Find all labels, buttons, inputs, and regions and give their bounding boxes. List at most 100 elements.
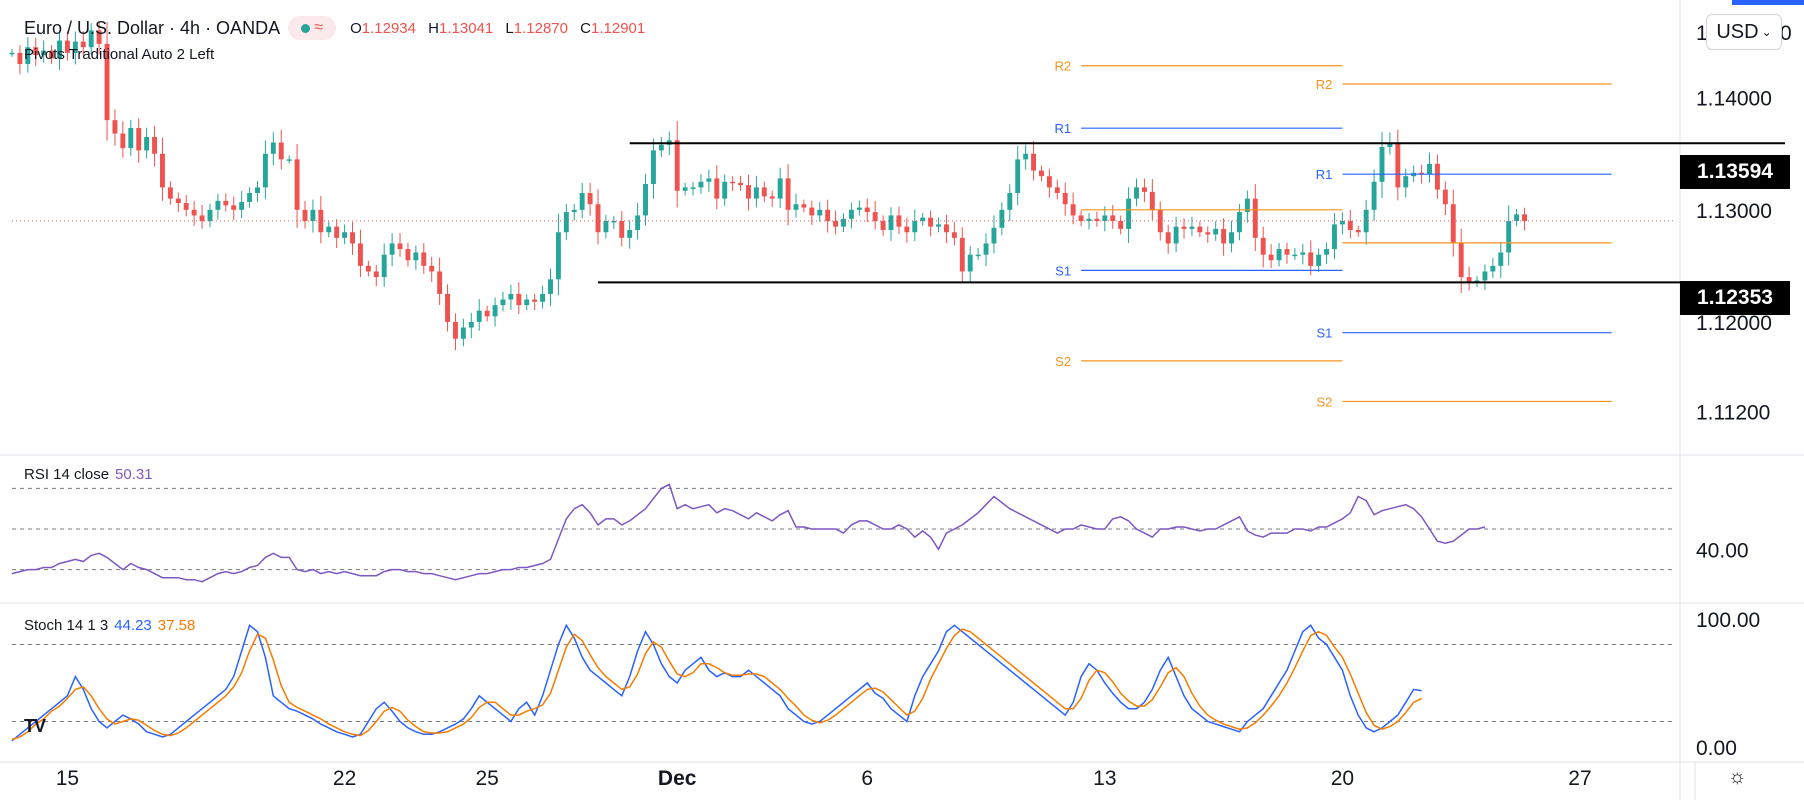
candle[interactable] (342, 232, 348, 238)
candle[interactable] (1466, 277, 1472, 283)
candle[interactable] (302, 209, 308, 222)
candle[interactable] (595, 204, 601, 233)
candle[interactable] (841, 218, 846, 227)
candle[interactable] (231, 205, 237, 210)
candle[interactable] (1450, 204, 1456, 244)
tradingview-logo-icon[interactable]: TV (24, 716, 46, 736)
candle[interactable] (453, 321, 458, 339)
candle[interactable] (144, 136, 150, 151)
candle[interactable] (1292, 254, 1298, 257)
candle[interactable] (1046, 176, 1052, 188)
candle[interactable] (175, 198, 181, 204)
candle[interactable] (476, 310, 482, 322)
candle[interactable] (1332, 224, 1337, 250)
candle[interactable] (405, 249, 411, 261)
candle[interactable] (540, 293, 546, 302)
candle[interactable] (809, 207, 815, 216)
candle[interactable] (1221, 228, 1227, 244)
candle[interactable] (690, 187, 696, 189)
candle[interactable] (104, 43, 110, 121)
candle[interactable] (777, 178, 783, 199)
candle[interactable] (714, 178, 720, 199)
candle[interactable] (1252, 198, 1258, 238)
candle[interactable] (722, 181, 728, 199)
candle[interactable] (1308, 252, 1314, 266)
candle[interactable] (1355, 230, 1361, 233)
candle[interactable] (199, 215, 205, 222)
candle[interactable] (1387, 142, 1393, 148)
candle[interactable] (373, 271, 379, 278)
candle[interactable] (25, 47, 31, 65)
candle[interactable] (128, 127, 134, 149)
candle[interactable] (191, 209, 197, 216)
candle[interactable] (41, 50, 47, 56)
stoch-legend[interactable]: Stoch 14 1 3 44.23 37.58 (24, 617, 195, 634)
candle[interactable] (397, 243, 403, 250)
candle[interactable] (1007, 193, 1013, 210)
candle[interactable] (627, 230, 633, 238)
candle[interactable] (1054, 187, 1060, 193)
candle[interactable] (215, 200, 221, 210)
candle[interactable] (160, 153, 165, 188)
candle[interactable] (516, 293, 522, 306)
price-pane[interactable]: R2 R1 S1 S2 R2 R1 S1 S2 (9, 22, 1785, 409)
rsi-legend[interactable]: RSI 14 close 50.31 (24, 466, 153, 483)
candle[interactable] (1482, 271, 1488, 281)
candle[interactable] (1229, 232, 1234, 244)
candle[interactable] (1039, 170, 1044, 177)
candle[interactable] (1213, 228, 1219, 235)
candle[interactable] (943, 224, 949, 233)
candle[interactable] (80, 41, 86, 48)
candle[interactable] (1347, 221, 1353, 230)
settings-gear-icon[interactable]: ☼ (1728, 766, 1747, 788)
candle[interactable] (286, 159, 292, 161)
candle[interactable] (587, 193, 593, 205)
candle[interactable] (1276, 249, 1282, 261)
candle[interactable] (33, 47, 39, 56)
candle[interactable] (64, 40, 70, 53)
rsi-pane[interactable] (11, 483, 1675, 583)
candle[interactable] (389, 243, 395, 255)
candle[interactable] (1149, 191, 1155, 210)
candle[interactable] (88, 30, 94, 48)
candle[interactable] (1403, 176, 1409, 188)
candle[interactable] (674, 140, 680, 191)
candle[interactable] (460, 327, 466, 339)
candle[interactable] (57, 40, 62, 59)
candle[interactable] (350, 232, 355, 244)
candle[interactable] (17, 52, 23, 65)
candle[interactable] (1268, 254, 1274, 261)
candle[interactable] (421, 252, 427, 266)
candle[interactable] (1118, 221, 1124, 229)
candle[interactable] (445, 293, 451, 322)
candle[interactable] (548, 279, 553, 294)
candle[interactable] (872, 212, 878, 222)
candle[interactable] (484, 310, 490, 317)
candle[interactable] (1434, 163, 1440, 190)
candle[interactable] (1371, 181, 1377, 210)
candle[interactable] (1236, 212, 1242, 233)
candle[interactable] (1141, 187, 1147, 192)
market-status-badge[interactable]: ≈ (288, 16, 337, 40)
candle[interactable] (761, 187, 767, 197)
candle[interactable] (334, 226, 340, 238)
candle[interactable] (753, 187, 759, 199)
candle[interactable] (912, 221, 918, 233)
candle[interactable] (1498, 252, 1504, 266)
candle[interactable] (785, 178, 791, 210)
candle[interactable] (856, 207, 862, 210)
candle[interactable] (207, 209, 213, 222)
candle[interactable] (848, 209, 854, 219)
candle[interactable] (1189, 226, 1195, 229)
stoch-d-line[interactable] (11, 628, 1422, 741)
candle[interactable] (532, 299, 538, 302)
candle[interactable] (96, 30, 102, 44)
candle[interactable] (223, 200, 229, 206)
candle[interactable] (555, 232, 561, 280)
candle[interactable] (1181, 226, 1187, 229)
candle[interactable] (635, 215, 641, 230)
candle[interactable] (1395, 142, 1401, 188)
candle[interactable] (1427, 163, 1432, 174)
candle[interactable] (698, 181, 704, 188)
